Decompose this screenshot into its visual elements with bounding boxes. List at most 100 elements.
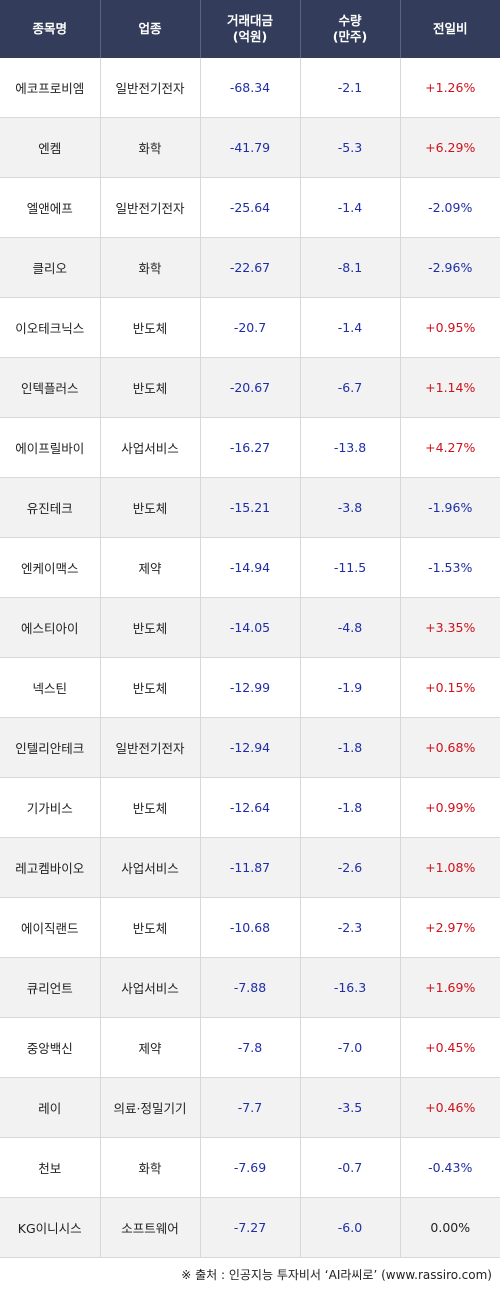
change-cell: +1.08% — [400, 837, 500, 898]
sector-cell: 화학 — [100, 237, 201, 298]
change-cell: -1.96% — [400, 477, 500, 538]
stock-table: 종목명 업종 거래대금 (억원) 수량 (만주) 전일비 에코프로비엠 일반전기전자 -… — [0, 0, 500, 1258]
amount-cell: -68.34 — [200, 58, 301, 118]
stock-name-cell: 레고켐바이오 — [0, 837, 101, 898]
stock-name-cell: 에이직랜드 — [0, 897, 101, 958]
stock-name-cell: 큐리언트 — [0, 957, 101, 1018]
volume-cell: -2.1 — [300, 58, 401, 118]
sector-cell: 사업서비스 — [100, 957, 201, 1018]
amount-cell: -14.94 — [200, 537, 301, 598]
volume-cell: -3.5 — [300, 1077, 401, 1138]
table-row: 클리오 화학 -22.67 -8.1 -2.96% — [0, 237, 500, 298]
sector-cell: 반도체 — [100, 777, 201, 838]
change-cell: -1.53% — [400, 537, 500, 598]
sector-cell: 일반전기전자 — [100, 717, 201, 778]
amount-cell: -7.88 — [200, 957, 301, 1018]
table-row: 큐리언트 사업서비스 -7.88 -16.3 +1.69% — [0, 957, 500, 1018]
table-row: 인텔리안테크 일반전기전자 -12.94 -1.8 +0.68% — [0, 717, 500, 778]
sector-cell: 의료·정밀기기 — [100, 1077, 201, 1138]
sector-cell: 사업서비스 — [100, 417, 201, 478]
volume-cell: -4.8 — [300, 597, 401, 658]
change-cell: +6.29% — [400, 117, 500, 178]
amount-cell: -12.64 — [200, 777, 301, 838]
amount-cell: -12.99 — [200, 657, 301, 718]
stock-name-cell: 엔케이맥스 — [0, 537, 101, 598]
header-change: 전일비 — [400, 0, 500, 58]
sector-cell: 사업서비스 — [100, 837, 201, 898]
volume-cell: -1.8 — [300, 777, 401, 838]
change-cell: +0.46% — [400, 1077, 500, 1138]
source-footnote: ※ 출처 : 인공지능 투자비서 ‘AI라씨로’ (www.rassiro.co… — [181, 1268, 492, 1282]
change-cell: -2.96% — [400, 237, 500, 298]
volume-cell: -5.3 — [300, 117, 401, 178]
table-row: 인텍플러스 반도체 -20.67 -6.7 +1.14% — [0, 357, 500, 418]
table-row: 에이직랜드 반도체 -10.68 -2.3 +2.97% — [0, 897, 500, 958]
stock-name-cell: 레이 — [0, 1077, 101, 1138]
volume-cell: -2.3 — [300, 897, 401, 958]
change-cell: +1.26% — [400, 58, 500, 118]
stock-name-cell: 에이프릴바이 — [0, 417, 101, 478]
change-cell: +0.95% — [400, 297, 500, 358]
stock-name-cell: 이오테크닉스 — [0, 297, 101, 358]
amount-cell: -15.21 — [200, 477, 301, 538]
amount-cell: -22.67 — [200, 237, 301, 298]
table-row: 넥스틴 반도체 -12.99 -1.9 +0.15% — [0, 657, 500, 718]
amount-cell: -11.87 — [200, 837, 301, 898]
table-row: 레이 의료·정밀기기 -7.7 -3.5 +0.46% — [0, 1077, 500, 1138]
stock-name-cell: 넥스틴 — [0, 657, 101, 718]
volume-cell: -6.7 — [300, 357, 401, 418]
volume-cell: -1.4 — [300, 297, 401, 358]
change-cell: 0.00% — [400, 1197, 500, 1258]
header-amount: 거래대금 (억원) — [200, 0, 301, 58]
table-row: 유진테크 반도체 -15.21 -3.8 -1.96% — [0, 477, 500, 538]
volume-cell: -2.6 — [300, 837, 401, 898]
amount-cell: -16.27 — [200, 417, 301, 478]
stock-name-cell: 인텍플러스 — [0, 357, 101, 418]
stock-name-cell: 엔켐 — [0, 117, 101, 178]
sector-cell: 반도체 — [100, 897, 201, 958]
sector-cell: 일반전기전자 — [100, 177, 201, 238]
sector-cell: 반도체 — [100, 357, 201, 418]
amount-cell: -25.64 — [200, 177, 301, 238]
stock-name-cell: 에스티아이 — [0, 597, 101, 658]
stock-name-cell: 클리오 — [0, 237, 101, 298]
sector-cell: 제약 — [100, 537, 201, 598]
header-name: 종목명 — [0, 0, 101, 58]
sector-cell: 반도체 — [100, 597, 201, 658]
amount-cell: -7.69 — [200, 1137, 301, 1198]
volume-cell: -6.0 — [300, 1197, 401, 1258]
amount-cell: -41.79 — [200, 117, 301, 178]
stock-name-cell: 기가비스 — [0, 777, 101, 838]
table-row: 에코프로비엠 일반전기전자 -68.34 -2.1 +1.26% — [0, 58, 500, 118]
change-cell: +0.15% — [400, 657, 500, 718]
volume-cell: -1.9 — [300, 657, 401, 718]
table-row: 엘앤에프 일반전기전자 -25.64 -1.4 -2.09% — [0, 177, 500, 238]
change-cell: +0.99% — [400, 777, 500, 838]
amount-cell: -20.7 — [200, 297, 301, 358]
amount-cell: -20.67 — [200, 357, 301, 418]
sector-cell: 반도체 — [100, 657, 201, 718]
amount-cell: -14.05 — [200, 597, 301, 658]
sector-cell: 화학 — [100, 1137, 201, 1198]
amount-cell: -7.27 — [200, 1197, 301, 1258]
table-row: KG이니시스 소프트웨어 -7.27 -6.0 0.00% — [0, 1197, 500, 1258]
table-row: 기가비스 반도체 -12.64 -1.8 +0.99% — [0, 777, 500, 838]
table-row: 중앙백신 제약 -7.8 -7.0 +0.45% — [0, 1017, 500, 1078]
table-row: 에이프릴바이 사업서비스 -16.27 -13.8 +4.27% — [0, 417, 500, 478]
volume-cell: -3.8 — [300, 477, 401, 538]
volume-cell: -11.5 — [300, 537, 401, 598]
volume-cell: -16.3 — [300, 957, 401, 1018]
sector-cell: 일반전기전자 — [100, 58, 201, 118]
sector-cell: 반도체 — [100, 297, 201, 358]
table-header: 종목명 업종 거래대금 (억원) 수량 (만주) 전일비 — [0, 0, 500, 58]
amount-cell: -10.68 — [200, 897, 301, 958]
table-row: 엔켐 화학 -41.79 -5.3 +6.29% — [0, 117, 500, 178]
stock-name-cell: 엘앤에프 — [0, 177, 101, 238]
volume-cell: -1.4 — [300, 177, 401, 238]
table-row: 천보 화학 -7.69 -0.7 -0.43% — [0, 1137, 500, 1198]
table-body: 에코프로비엠 일반전기전자 -68.34 -2.1 +1.26% 엔켐 화학 -41.79 -5… — [0, 58, 500, 1258]
amount-cell: -7.7 — [200, 1077, 301, 1138]
volume-cell: -8.1 — [300, 237, 401, 298]
change-cell: +1.14% — [400, 357, 500, 418]
change-cell: +4.27% — [400, 417, 500, 478]
